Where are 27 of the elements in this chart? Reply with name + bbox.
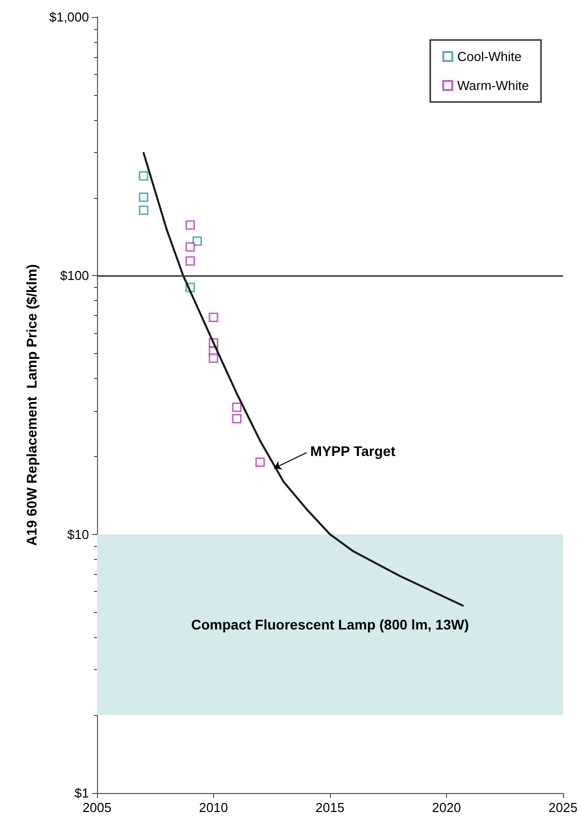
legend-label: Warm-White xyxy=(457,78,530,93)
y-tick-label: $10 xyxy=(67,526,89,542)
x-tick-label: 2010 xyxy=(199,800,228,815)
annotation: MYPP Target xyxy=(310,442,396,459)
y-tick-label: $1,000 xyxy=(49,10,89,24)
point xyxy=(185,220,195,230)
point xyxy=(138,206,148,216)
x-tick-label: 2015 xyxy=(316,800,344,815)
line-series xyxy=(142,152,464,607)
point xyxy=(208,353,218,363)
legend-label: Cool-White xyxy=(457,49,522,64)
point xyxy=(185,242,195,252)
x-tick-label: 2005 xyxy=(82,800,112,815)
band-label: Compact Fluorescent Lamp (800 lm, 13W) xyxy=(191,616,469,633)
point xyxy=(208,312,218,322)
x-tick-label: 2025 xyxy=(548,800,578,815)
point xyxy=(192,236,202,246)
y-tick-label: $1 xyxy=(74,786,89,800)
point xyxy=(232,402,242,412)
point xyxy=(138,171,148,181)
y-axis-title: A19 60W Replacement Lamp Price ($/klm) xyxy=(23,264,40,546)
x-tick-label: 2020 xyxy=(432,800,461,815)
point xyxy=(185,256,195,266)
point xyxy=(255,457,265,467)
point xyxy=(232,414,242,424)
point xyxy=(138,192,148,202)
y-tick-label: $100 xyxy=(60,268,89,284)
